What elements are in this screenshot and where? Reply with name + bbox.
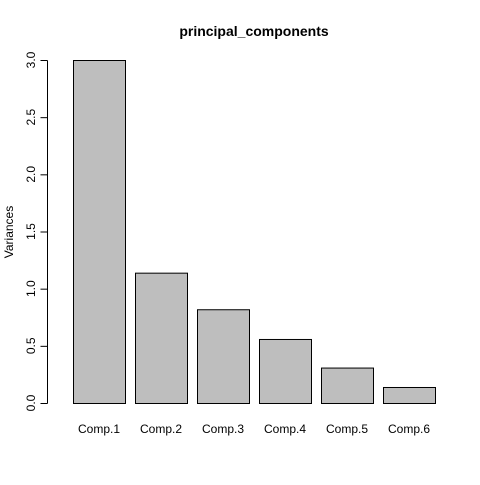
chart-title: principal_components (179, 23, 329, 39)
category-label: Comp.1 (78, 422, 120, 436)
category-label: Comp.3 (202, 422, 244, 436)
y-tick-label: 3.0 (24, 51, 38, 68)
y-tick-label: 0.0 (24, 394, 38, 411)
y-tick-label: 1.0 (24, 280, 38, 297)
y-tick-label: 1.5 (24, 223, 38, 240)
y-axis-label: Variances (2, 206, 16, 258)
bar-comp-4 (259, 338, 312, 404)
category-label: Comp.2 (140, 422, 182, 436)
category-label: Comp.4 (264, 422, 306, 436)
bar-comp-3 (197, 309, 250, 405)
y-axis: 0.0 0.5 1.0 1.5 2.0 2.5 3.0 (24, 51, 48, 411)
bar-comp-6 (383, 386, 436, 405)
x-axis-labels: Comp.1 Comp.2 Comp.3 Comp.4 Comp.5 Comp.6 (78, 422, 430, 436)
bars-layer (73, 60, 436, 405)
category-label: Comp.5 (326, 422, 368, 436)
bar-comp-1 (73, 60, 126, 404)
bar-comp-5 (321, 367, 374, 405)
category-label: Comp.6 (388, 422, 430, 436)
y-tick-label: 0.5 (24, 337, 38, 354)
y-tick-label: 2.0 (24, 166, 38, 183)
y-tick-label: 2.5 (24, 109, 38, 126)
bar-comp-2 (135, 272, 188, 404)
